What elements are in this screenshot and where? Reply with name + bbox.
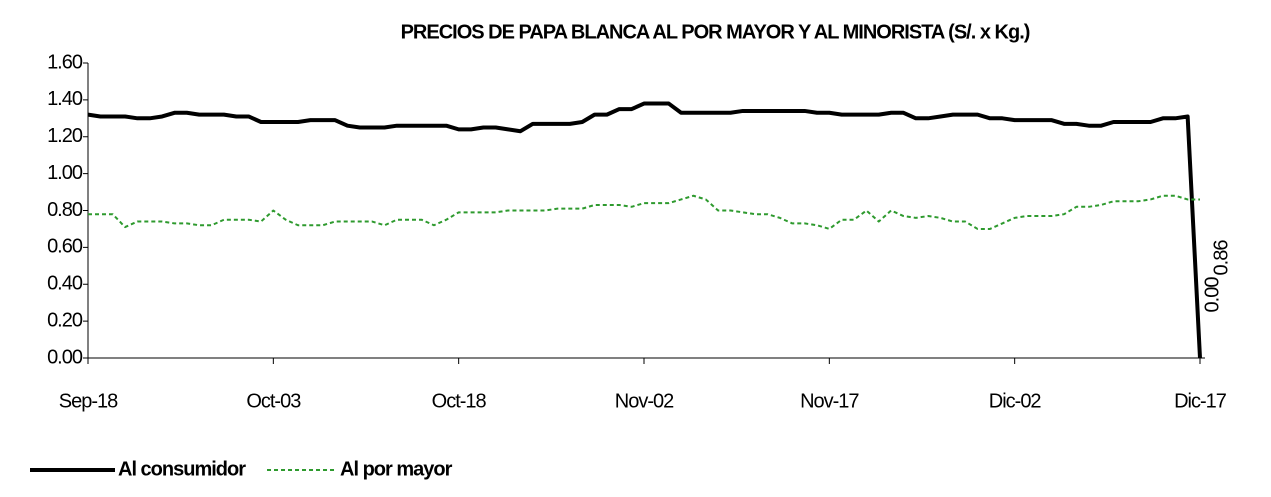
y-tick-label: 1.20 xyxy=(47,125,83,147)
x-tick-label: Nov-17 xyxy=(800,390,859,412)
chart-title: PRECIOS DE PAPA BLANCA AL POR MAYOR Y AL… xyxy=(401,21,1030,43)
x-tick-label: Sep-18 xyxy=(59,390,118,412)
y-tick-label: 0.80 xyxy=(47,199,83,221)
x-tick-label: Dic-02 xyxy=(989,390,1042,412)
data-label: 0.00 xyxy=(1201,277,1223,313)
x-tick-label: Dic-17 xyxy=(1174,390,1227,412)
series-line xyxy=(88,194,1200,230)
x-tick-label: Oct-18 xyxy=(432,390,487,412)
y-tick-label: 1.00 xyxy=(47,162,83,184)
y-tick-label: 1.40 xyxy=(47,88,83,110)
y-tick-label: 0.20 xyxy=(47,309,83,331)
series-line xyxy=(87,101,1202,359)
x-tick-label: Oct-03 xyxy=(246,390,301,412)
y-tick-label: 0.00 xyxy=(47,346,83,368)
y-tick-label: 1.60 xyxy=(47,51,83,73)
data-label: 0.86 xyxy=(1210,240,1232,276)
y-tick-label: 0.40 xyxy=(47,273,83,295)
y-tick-label: 0.60 xyxy=(47,236,83,258)
legend-label: Al consumidor xyxy=(118,458,246,480)
x-tick-label: Nov-02 xyxy=(615,390,674,412)
legend-label: Al por mayor xyxy=(340,458,453,480)
